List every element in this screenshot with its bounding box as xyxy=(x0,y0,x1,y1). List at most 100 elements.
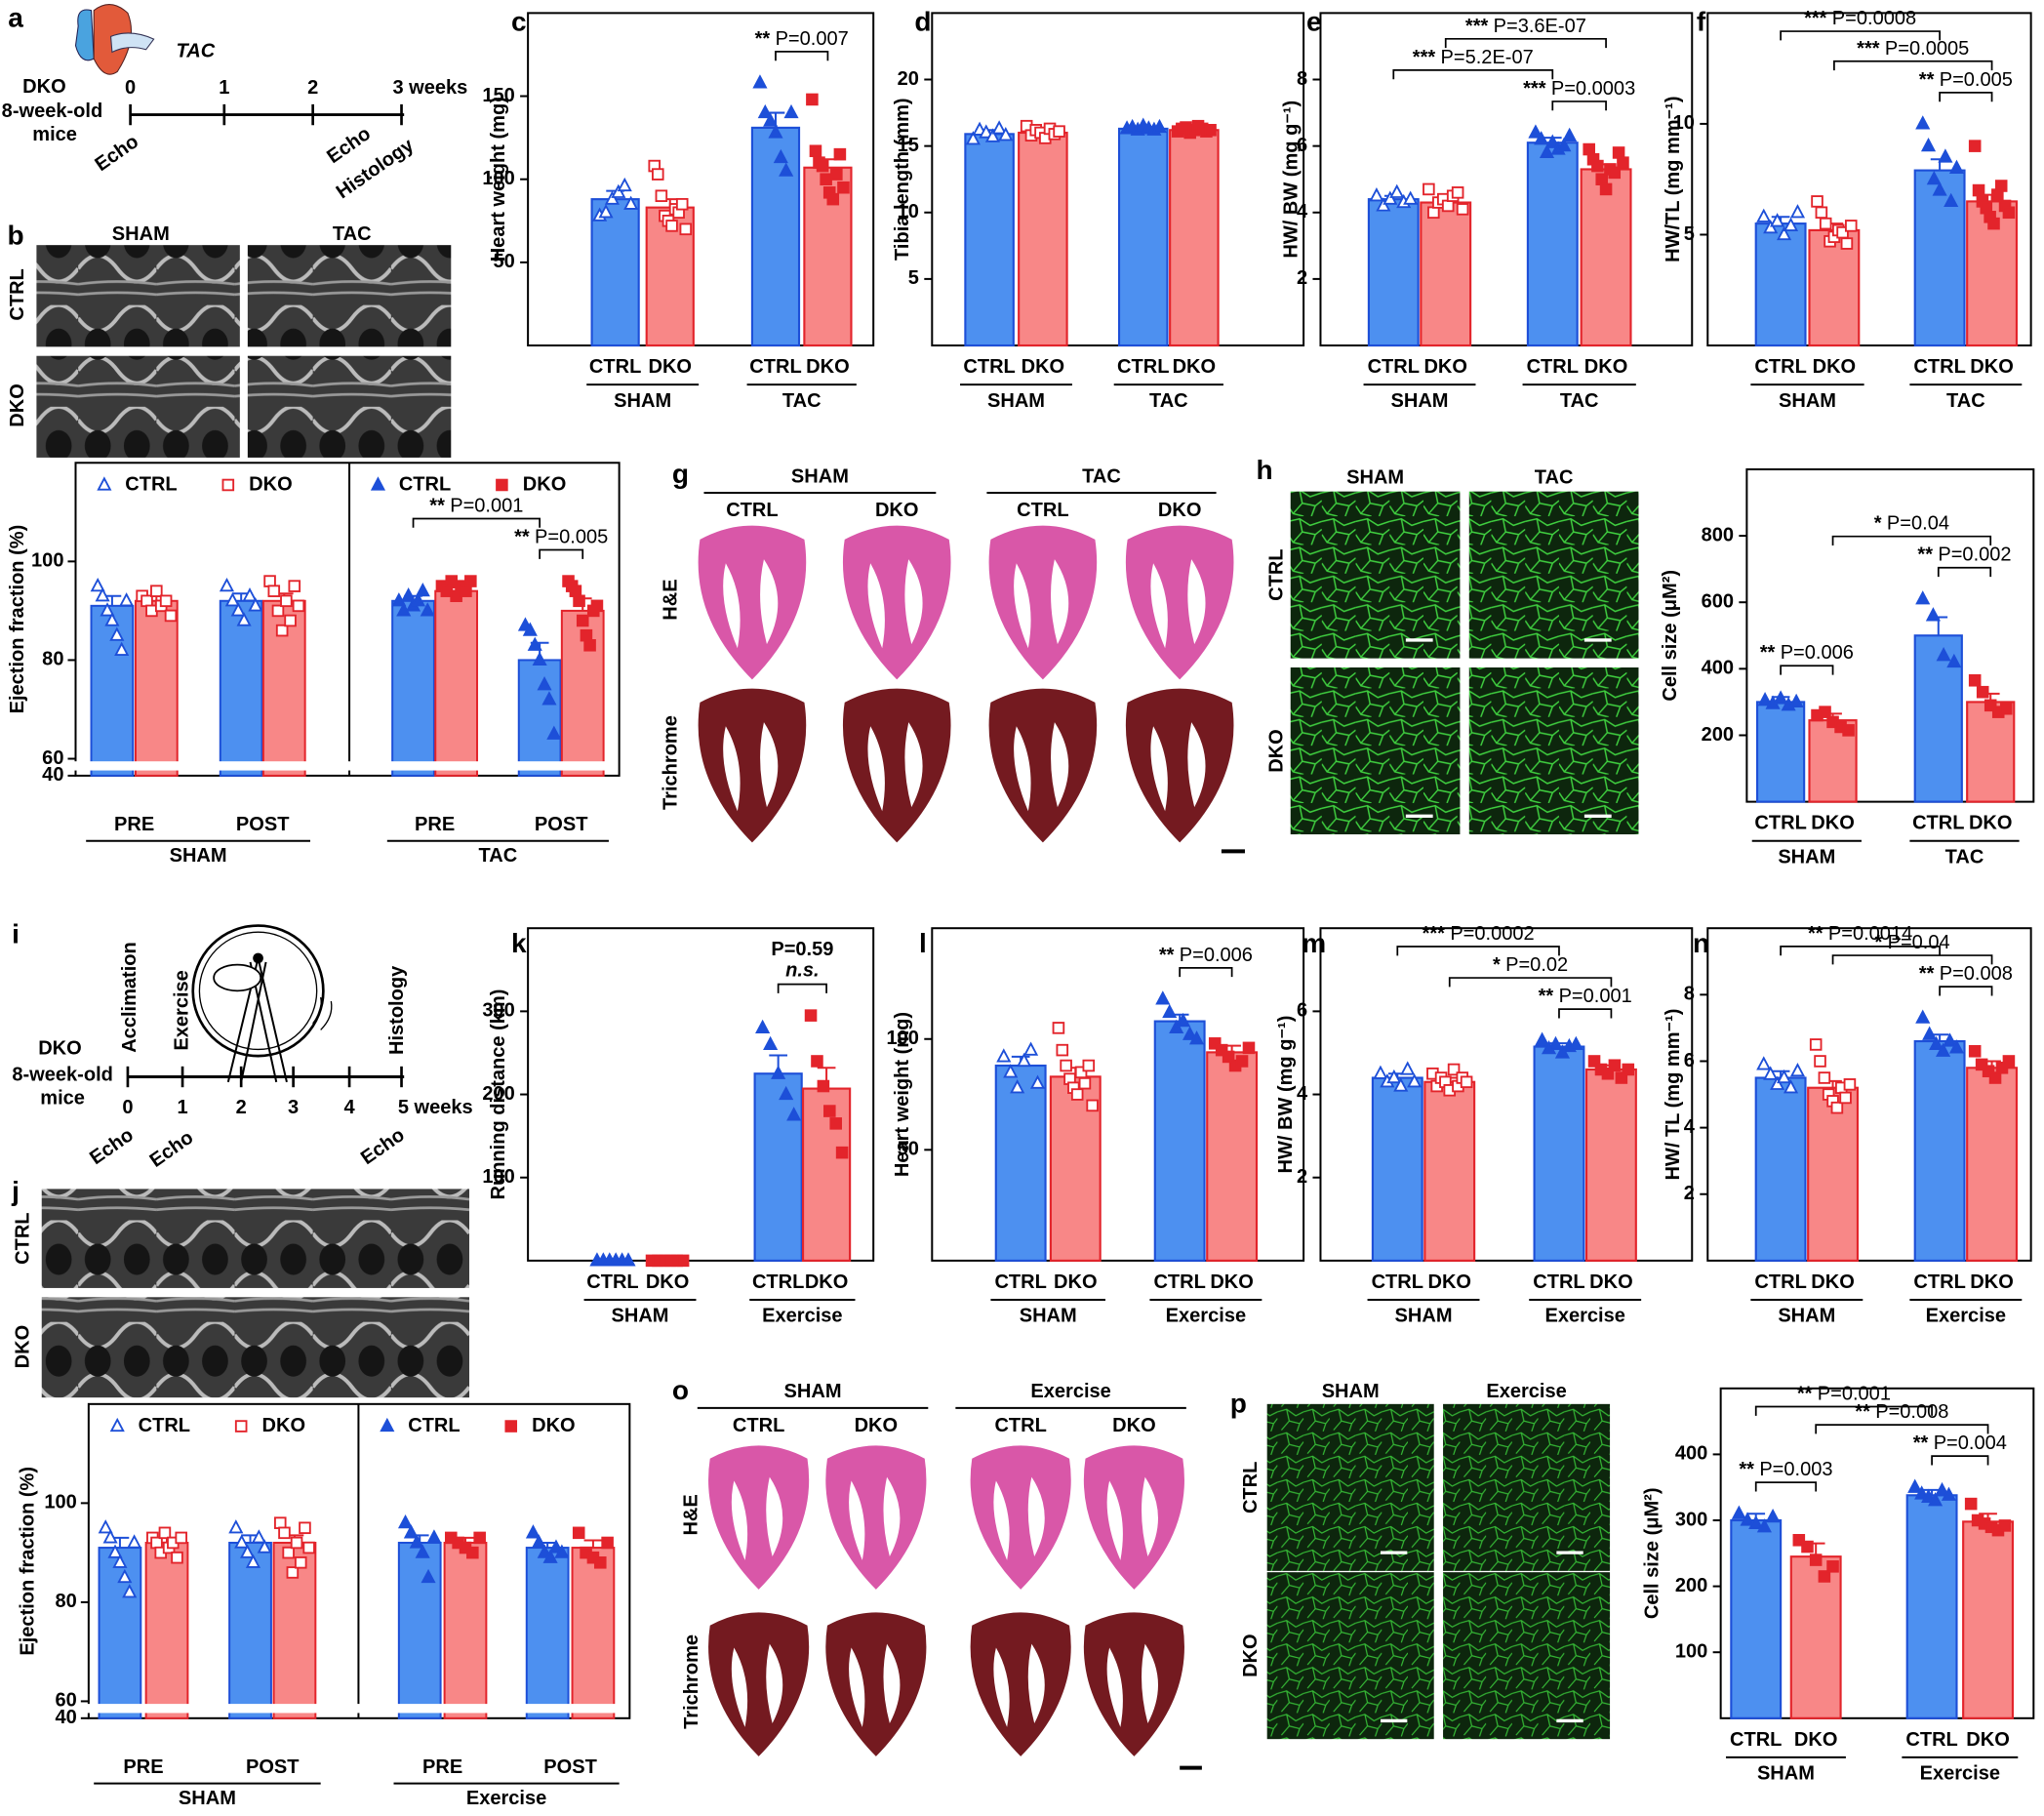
point xyxy=(1839,1091,1852,1105)
point xyxy=(1926,171,1942,185)
point xyxy=(806,93,819,106)
y-tick-label: 40 xyxy=(42,764,63,786)
point xyxy=(617,177,632,192)
point xyxy=(1975,1058,1988,1071)
row-label: CTRL xyxy=(1240,1462,1262,1513)
row-label: CTRL xyxy=(12,1212,33,1264)
timeline-label: 2 xyxy=(236,1097,247,1118)
point xyxy=(531,1534,546,1549)
annotation: *** P=0.0005 xyxy=(1857,38,1969,60)
point xyxy=(409,1534,424,1549)
point xyxy=(1060,1059,1072,1072)
point xyxy=(1922,1026,1938,1040)
p-value: P=0.04 xyxy=(1888,932,1950,953)
point xyxy=(1840,237,1854,250)
point xyxy=(829,1117,842,1130)
point xyxy=(150,1536,163,1550)
y-tick-label: 8 xyxy=(1297,68,1307,90)
y-axis-label: HW/ BW (mg g⁻¹) xyxy=(1280,101,1302,259)
x-tick-label: DKO xyxy=(1584,356,1628,378)
point xyxy=(159,594,173,608)
point xyxy=(601,1536,614,1550)
plot-frame xyxy=(931,927,1305,1262)
point xyxy=(823,1105,836,1117)
y-tick-label: 10 xyxy=(898,201,919,222)
significance: ** xyxy=(1739,1459,1754,1480)
annotation: ** P=0.008 xyxy=(1919,963,2013,985)
column-label: TAC xyxy=(1535,467,1574,489)
significance: *** xyxy=(1423,923,1446,945)
point xyxy=(676,1254,690,1268)
point xyxy=(1731,1505,1746,1519)
point xyxy=(779,162,794,177)
stage: Histology xyxy=(386,965,408,1055)
x-tick-label: DKO xyxy=(806,356,850,378)
point xyxy=(527,636,542,651)
age: 8-week-old xyxy=(12,1064,113,1085)
point xyxy=(294,1556,307,1569)
significance: ** xyxy=(1808,923,1824,945)
significance: n.s. xyxy=(785,960,820,982)
bar xyxy=(964,133,1015,347)
point xyxy=(234,1420,248,1433)
significance-bracket xyxy=(1937,566,1992,578)
significance-bracket xyxy=(1392,69,1554,80)
point xyxy=(771,1065,786,1079)
x-tick-label: POST xyxy=(246,1756,300,1778)
p-value: P=3.6E-07 xyxy=(1494,16,1586,37)
y-tick-label: 150 xyxy=(482,85,514,106)
point xyxy=(576,614,589,627)
point xyxy=(1539,143,1555,159)
annotation: *** P=0.0003 xyxy=(1523,78,1635,100)
p-value: P=0.0008 xyxy=(1832,8,1916,29)
x-tick-label: CTRL xyxy=(1905,1729,1957,1751)
group-label: TAC xyxy=(1082,465,1121,487)
point xyxy=(1383,190,1398,205)
event: Echo xyxy=(86,1124,138,1169)
bar xyxy=(90,604,135,777)
y-tick-label: 60 xyxy=(56,1690,77,1712)
y-tick-label: 100 xyxy=(44,1492,76,1513)
ventricle xyxy=(849,1476,901,1560)
ventricle xyxy=(1106,1476,1158,1560)
bar xyxy=(753,1072,803,1262)
point xyxy=(1608,166,1622,180)
p-value: P=0.001 xyxy=(1818,1384,1891,1405)
x-tick-label: CTRL xyxy=(1754,813,1806,834)
annotation: ** P=0.001 xyxy=(1539,986,1632,1007)
point xyxy=(1369,187,1384,202)
point xyxy=(1235,1055,1249,1068)
point xyxy=(1819,217,1832,230)
p-value: P=0.02 xyxy=(1505,954,1568,976)
point xyxy=(1535,1031,1550,1046)
significance: ** xyxy=(1913,1433,1929,1454)
motion-lines xyxy=(312,996,333,1030)
heart-section xyxy=(697,524,808,682)
bar xyxy=(571,1547,616,1719)
point xyxy=(122,1584,138,1598)
stain-image xyxy=(1266,1572,1434,1740)
y-axis-label: Running distance (km) xyxy=(488,989,509,1200)
x-tick-label: DKO xyxy=(1173,356,1217,378)
point xyxy=(1204,123,1217,137)
x-tick-label: DKO xyxy=(1966,1729,2010,1751)
annotation: ** P=0.006 xyxy=(1159,945,1253,966)
group-label: TAC xyxy=(479,845,518,867)
point xyxy=(1215,1043,1228,1057)
point xyxy=(1842,724,1855,737)
bar xyxy=(517,659,562,777)
heart-section xyxy=(706,1444,811,1592)
event: Echo xyxy=(91,131,142,176)
bar xyxy=(1153,1020,1206,1262)
echo-image xyxy=(36,245,240,347)
annotation: ** P=0.0014 xyxy=(1808,923,1912,945)
point xyxy=(572,1526,585,1540)
significance-bracket xyxy=(1815,1424,1989,1434)
point xyxy=(1783,217,1799,232)
group-label: SHAM xyxy=(1395,1306,1453,1327)
significance: ** xyxy=(514,527,530,548)
bar xyxy=(434,589,479,777)
stain-image xyxy=(1443,1572,1611,1740)
bar xyxy=(1966,200,2019,347)
point xyxy=(292,599,305,613)
